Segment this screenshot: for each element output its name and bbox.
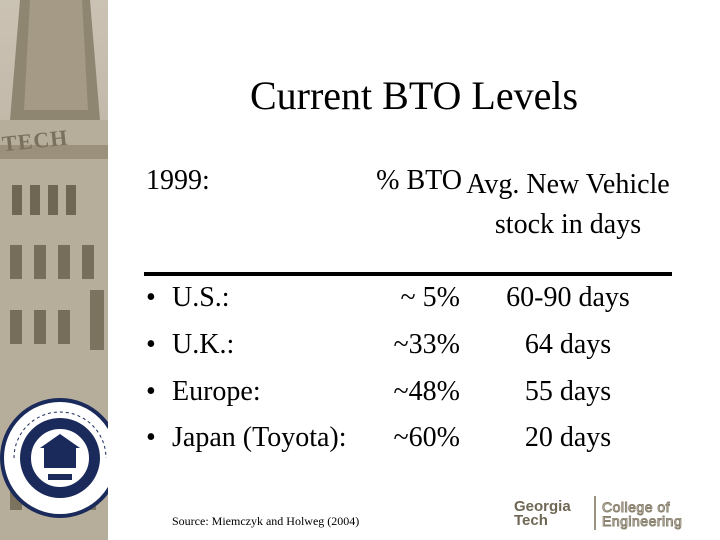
region-label: U.K.: — [172, 329, 235, 360]
list-item: • U.K.: ~33% 64 days — [0, 329, 720, 369]
stock-days-value: 60-90 days — [506, 282, 630, 313]
bto-value: ~33% — [393, 329, 460, 360]
logo-line-georgia: Georgia — [514, 498, 571, 515]
bto-value: ~48% — [393, 376, 460, 407]
logo-divider — [594, 496, 596, 530]
stock-days-value: 55 days — [524, 376, 612, 407]
logo-line-engineering: Engineering — [601, 513, 683, 529]
column-header-stock-days: Avg. New Vehicle stock in days — [466, 169, 670, 240]
institute-seal-icon — [0, 398, 108, 518]
header-divider — [144, 272, 672, 276]
bullet: • — [146, 282, 156, 313]
slide-title: Current BTO Levels — [249, 73, 579, 118]
building-illustration — [0, 0, 108, 540]
year-label: 1999: — [146, 165, 210, 196]
georgia-tech-logo: Georgia Tech College of Engineering — [514, 494, 710, 534]
list-item: • U.S.: ~ 5% 60-90 days — [0, 282, 720, 322]
bullet: • — [146, 376, 156, 407]
bto-value: ~60% — [393, 422, 460, 453]
logo-line-tech: Tech — [514, 512, 548, 529]
bto-value: ~ 5% — [400, 282, 460, 313]
region-label: Europe: — [172, 376, 261, 407]
stock-days-value: 20 days — [524, 422, 612, 453]
bullet: • — [146, 329, 156, 360]
region-label: Japan (Toyota): — [172, 422, 347, 453]
logo-wordmark: Georgia Tech — [514, 498, 571, 529]
list-item: • Japan (Toyota): ~60% 20 days — [0, 422, 720, 462]
college-wordmark: College of Engineering — [601, 499, 683, 529]
source-citation: Source: Miemczyk and Holweg (2004) — [172, 514, 360, 528]
logo-line-college: College of — [601, 499, 671, 515]
bullet: • — [146, 422, 156, 453]
column-header-bto: % BTO — [376, 165, 462, 196]
stock-days-value: 64 days — [524, 329, 612, 360]
building-photo-panel: TECH — [0, 0, 108, 540]
region-label: U.S.: — [172, 282, 230, 313]
list-item: • Europe: ~48% 55 days — [0, 376, 720, 416]
